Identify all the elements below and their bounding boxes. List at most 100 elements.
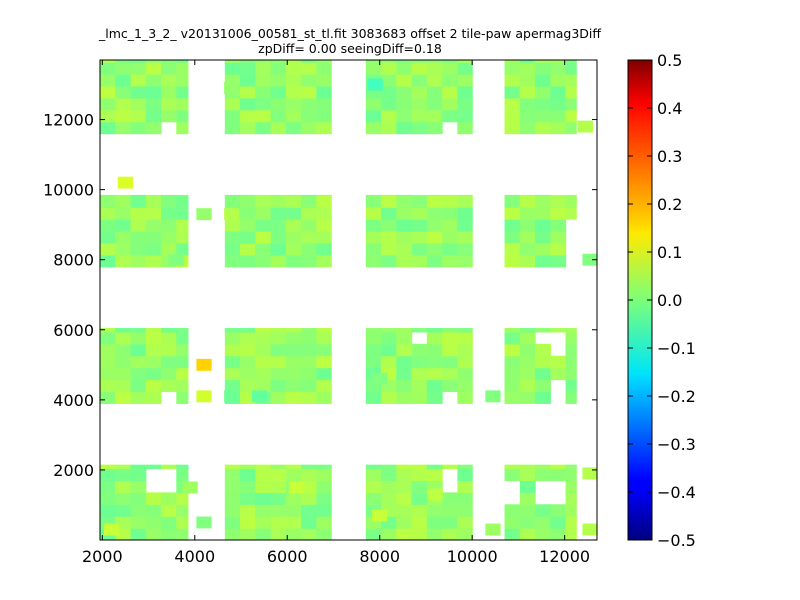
heatmap-cell-120 (176, 194, 189, 196)
heatmap-cell-36 (176, 468, 189, 482)
heatmap-cell-49 (115, 343, 132, 357)
heatmap-cell-641 (504, 97, 521, 111)
x-tick-label-0: 2000 (82, 547, 123, 566)
heatmap-cell-marked-13 (196, 208, 212, 221)
heatmap-cell-665 (550, 62, 567, 75)
heatmap-cell-395 (442, 504, 458, 517)
heatmap-cell-433 (426, 379, 443, 393)
heatmap-cell-575 (565, 480, 577, 493)
heatmap-cell-112 (161, 195, 177, 208)
heatmap-cell-587 (519, 367, 536, 381)
heatmap-cell-495 (457, 242, 473, 256)
heatmap-cell-530 (426, 109, 443, 123)
heatmap-cell-596 (535, 343, 551, 357)
heatmap-cell-424 (396, 331, 413, 345)
heatmap-cell-613 (504, 195, 521, 208)
heatmap-cell-242 (285, 355, 302, 369)
heatmap-cell-8 (115, 516, 132, 529)
heatmap-cell-571 (565, 528, 577, 540)
heatmap-cell-654 (535, 109, 551, 123)
heatmap-cell-603 (565, 367, 577, 381)
heatmap-cell-73 (176, 379, 189, 393)
heatmap-cell-541 (442, 60, 458, 63)
heatmap-cell-602 (565, 379, 577, 393)
heatmap-cell-317 (240, 109, 256, 123)
heatmap-cell-marked-17 (485, 390, 501, 403)
heatmap-cell-619 (519, 207, 536, 220)
heatmap-cell-marked-3 (288, 481, 305, 494)
heatmap-cell-164 (224, 504, 241, 517)
heatmap-cell-444 (442, 328, 458, 333)
chart-title-line-1: _lmc_1_3_2_ v20131006_00581_st_tl.fit 30… (98, 26, 602, 41)
heatmap-cell-110 (161, 219, 177, 232)
heatmap-cell-319 (240, 85, 256, 99)
heatmap-cell-marked-0 (367, 78, 383, 91)
heatmap-cell-103 (145, 219, 162, 232)
heatmap-cell-42 (100, 343, 116, 357)
heatmap-cell-130 (115, 97, 132, 111)
heatmap-cell-442 (442, 343, 458, 357)
heatmap-cell-648 (519, 97, 536, 111)
heatmap-cell-378 (396, 464, 413, 470)
heatmap-cell-197 (301, 528, 317, 540)
heatmap-cell-372 (396, 528, 413, 540)
heatmap-cell-548 (457, 60, 473, 63)
heatmap-cell-297 (301, 230, 317, 244)
heatmap-cell-274 (255, 254, 272, 268)
heatmap-cell-20 (130, 464, 147, 470)
heatmap-cell-488 (442, 242, 458, 256)
heatmap-cell-373 (396, 516, 413, 529)
heatmap-cell-625 (535, 219, 551, 232)
heatmap-cell-65 (145, 328, 162, 333)
heatmap-cell-299 (301, 207, 317, 220)
heatmap-cell-361 (365, 492, 382, 505)
heatmap-cell-32 (176, 516, 189, 529)
heatmap-cell-262 (224, 230, 241, 244)
heatmap-cell-122 (100, 109, 116, 123)
heatmap-cell-292 (285, 207, 302, 220)
heatmap-cell-125 (100, 74, 116, 87)
heatmap-cell-marked-1 (372, 372, 388, 385)
heatmap-cell-659 (535, 60, 551, 63)
heatmap-cell-245 (285, 328, 302, 333)
heatmap-cell-475 (411, 230, 428, 244)
heatmap-cell-147 (145, 62, 162, 75)
heatmap-cell-402 (457, 480, 473, 493)
heatmap-cell-304 (316, 230, 332, 244)
heatmap-cell-307 (316, 195, 332, 208)
heatmap-cell-79 (100, 254, 116, 268)
heatmap-cell-133 (115, 62, 132, 75)
heatmap-cell-447 (457, 367, 473, 381)
heatmap-cell-128 (115, 121, 132, 135)
heatmap-cell-302 (316, 254, 332, 268)
heatmap-cell-330 (270, 121, 287, 135)
heatmap-cell-96 (130, 219, 147, 232)
heatmap-cell-marked-19 (582, 523, 597, 536)
x-tick-label-3: 8000 (359, 547, 400, 566)
heatmap-cell-608 (504, 254, 521, 268)
heatmap-cell-210 (316, 464, 332, 470)
heatmap-cell-138 (130, 85, 147, 99)
heatmap-cell-105 (145, 195, 162, 208)
heatmap-cell-342 (285, 62, 302, 75)
heatmap-cell-66 (161, 379, 177, 393)
heatmap-cell-214 (224, 355, 241, 369)
heatmap-cell-129 (115, 109, 132, 123)
heatmap-cell-420 (396, 379, 413, 393)
heatmap-cell-143 (145, 109, 162, 123)
heatmap-cell-405 (365, 391, 382, 404)
heatmap-cell-473 (411, 254, 428, 268)
heatmap-cell-213 (224, 367, 241, 381)
heatmap-cell-85 (100, 194, 116, 196)
colorbar-tick-label-9: −0.4 (657, 483, 696, 502)
heatmap-cell-551 (504, 504, 521, 517)
heatmap-cell-13 (115, 464, 132, 470)
heatmap-cell-116 (176, 230, 189, 244)
heatmap-cell-41 (100, 355, 116, 369)
heatmap-cell-422 (396, 355, 413, 369)
heatmap-cell-465 (381, 194, 397, 196)
heatmap-cell-11 (115, 480, 132, 493)
heatmap-cell-640 (504, 109, 521, 123)
heatmap-cell-336 (270, 60, 287, 63)
heatmap-cell-437 (426, 331, 443, 345)
